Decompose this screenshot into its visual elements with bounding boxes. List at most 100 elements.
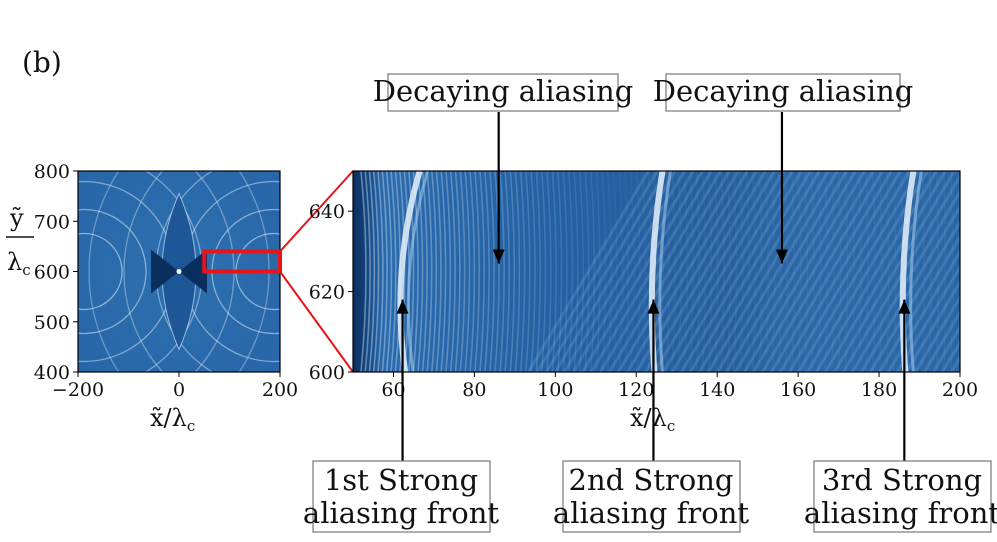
fringe-line — [671, 171, 676, 372]
fringe-line — [535, 171, 542, 372]
fringe-diagonal — [896, 264, 960, 372]
fringe-line — [865, 171, 869, 372]
fringe-line — [837, 171, 842, 372]
fringe-line — [635, 171, 641, 372]
panel-label: (b) — [22, 46, 62, 79]
fringe-diagonal — [978, 171, 997, 372]
source-point — [176, 269, 182, 274]
fringe-line — [551, 171, 557, 372]
fringe-line — [677, 171, 682, 372]
zoom-connector-top — [279, 170, 354, 253]
fringe-line — [893, 171, 897, 372]
fringe-line — [540, 171, 547, 372]
fringe-line — [546, 171, 552, 372]
fringe-diagonal — [969, 171, 997, 372]
fringe-diagonal — [707, 171, 830, 372]
fringe-diagonal — [743, 171, 866, 372]
fringe-diagonal — [770, 171, 893, 372]
annotation-text: Decaying aliasing — [653, 74, 914, 108]
fringe-line — [499, 171, 505, 372]
fringe-line — [595, 171, 601, 372]
fringe-diagonal — [824, 171, 947, 372]
fringe-line — [641, 171, 647, 372]
fringe-line — [683, 171, 688, 372]
y-tick-label: 640 — [309, 201, 345, 223]
fringe-diagonal — [905, 279, 960, 372]
fringe-line — [714, 171, 719, 372]
fringe-diagonal — [545, 171, 668, 372]
fringe-diagonal — [527, 171, 650, 372]
fringe-line — [514, 171, 521, 372]
fringe-line — [426, 171, 433, 372]
fringe-diagonal — [644, 171, 767, 372]
annotation-front-1: 1st Strong aliasing front — [303, 460, 499, 533]
annotation-text-line1: 1st Strong — [324, 463, 478, 497]
arrow-head — [775, 249, 788, 264]
strong-front-echo — [406, 171, 430, 372]
x-tick-label: 100 — [537, 379, 573, 401]
front-arrow — [396, 299, 409, 461]
y-tick-label: 500 — [34, 312, 70, 334]
fringe-diagonal — [959, 369, 960, 372]
overview-heatmap: −200 0 200 400 500 600 700 800 — [34, 161, 298, 401]
annotation-decaying-1: Decaying aliasing — [373, 73, 633, 112]
zoom-ticks: 60 80 100 120 140 160 180 200 600 620 640 — [309, 201, 978, 401]
fringe-diagonal — [914, 294, 960, 372]
fringe-diagonal — [725, 171, 848, 372]
fringe-line — [368, 171, 376, 372]
fringe-line — [784, 171, 789, 372]
fringe-line — [943, 171, 947, 372]
fringe-line — [935, 171, 939, 372]
fringe-line — [817, 171, 822, 372]
fringe-line — [454, 171, 461, 372]
fringe-line — [562, 171, 568, 372]
annotation-box — [562, 460, 741, 533]
fringe-diagonal — [887, 249, 960, 372]
fringe-line — [504, 171, 510, 372]
fringe-diagonal — [689, 171, 812, 372]
fringe-line — [745, 171, 750, 372]
fringe-line — [732, 171, 738, 372]
fringe-line — [707, 171, 713, 372]
fringe-line — [872, 171, 876, 372]
fringe-diagonal — [626, 171, 749, 372]
fringe-diagonal — [987, 171, 997, 372]
fringe-diagonal — [671, 171, 794, 372]
fringe-line — [797, 171, 802, 372]
annotation-text-line2: aliasing front — [804, 496, 997, 530]
fringe-line — [752, 171, 757, 372]
strong-front-echo — [658, 171, 672, 372]
x-tick-label: −200 — [52, 379, 104, 401]
fringe-diagonal — [923, 309, 960, 372]
fringe-line — [739, 171, 744, 372]
decaying-arrow — [492, 112, 505, 264]
fringe-line — [377, 171, 384, 372]
wavefront-arc — [78, 208, 147, 335]
zoom-fringes — [360, 171, 997, 372]
wavefront-arc — [78, 232, 123, 311]
fringe-line — [618, 171, 624, 372]
fringe-line — [372, 171, 380, 372]
x-tick-label: 140 — [699, 379, 735, 401]
fringe-line — [464, 171, 471, 372]
y-tick-label: 600 — [34, 262, 70, 284]
fringe-line — [758, 171, 763, 372]
fringe-line — [449, 171, 456, 372]
overview-ticks: −200 0 200 400 500 600 700 800 — [34, 161, 298, 401]
fringe-line — [701, 171, 707, 372]
arrow-head — [396, 299, 409, 314]
fringe-line — [851, 171, 855, 372]
fringe-line — [421, 171, 428, 372]
fringe-line — [519, 171, 526, 372]
arrow-head — [492, 249, 505, 264]
fringe-line — [484, 171, 490, 372]
x-tick-label: 80 — [462, 379, 486, 401]
strong-front-echo — [909, 171, 923, 372]
fringe-line — [440, 171, 447, 372]
x-tick-label: 200 — [942, 379, 978, 401]
fringe-line — [764, 171, 769, 372]
fringe-diagonal — [635, 171, 758, 372]
fringe-diagonal — [878, 234, 960, 372]
